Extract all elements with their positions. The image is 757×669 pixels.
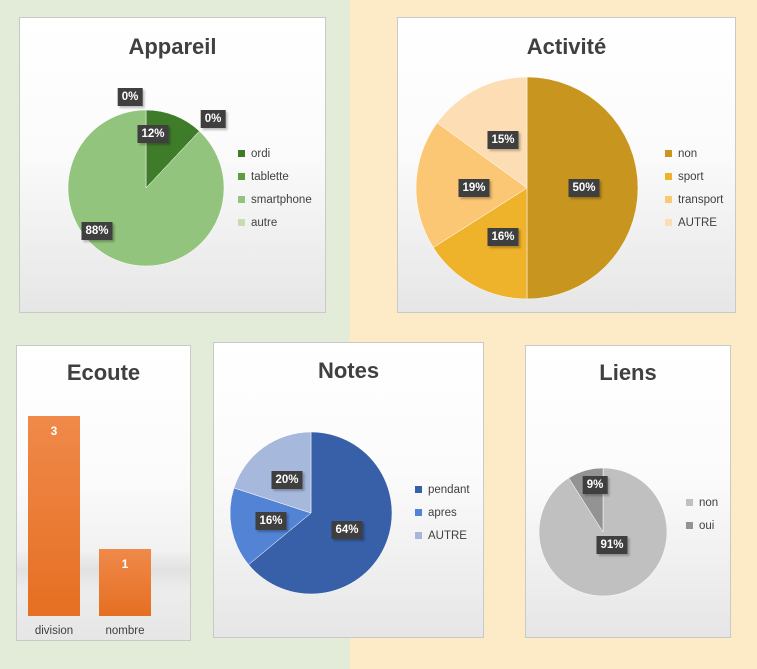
data-label-smartphone: 88% [81, 222, 113, 240]
legend-swatch [415, 532, 422, 539]
legend-item-apres: apres [415, 501, 470, 524]
legend-item-autre: AUTRE [415, 524, 470, 547]
legend-label: oui [699, 519, 715, 532]
legend-item-non: non [665, 142, 723, 165]
legend-label: tablette [251, 170, 289, 183]
bar-value-division: 3 [50, 424, 58, 438]
chart-activite: Activité non sport transport AUTRE 50% 16% 19… [397, 17, 736, 313]
legend-swatch [665, 196, 672, 203]
chart-title: Notes [317, 358, 380, 383]
data-label-tablette: 0% [117, 88, 143, 106]
chart-notes: Notes pendant apres AUTRE 64% 16% 20% [213, 342, 484, 638]
legend-item-autre: AUTRE [665, 211, 723, 234]
legend-label: transport [678, 193, 724, 206]
data-label-autre: 20% [271, 471, 303, 489]
chart-legend: pendant apres AUTRE [415, 478, 470, 547]
pie-slice-sport [432, 187, 528, 300]
bar-division [28, 416, 80, 616]
data-label-non: 50% [568, 179, 600, 197]
legend-item-sport: sport [665, 165, 723, 188]
legend-swatch [238, 173, 245, 180]
data-label-pendant: 64% [331, 521, 363, 539]
legend-item-oui: oui [686, 514, 718, 537]
legend-label: apres [428, 506, 457, 519]
legend-item-ordi: ordi [238, 142, 312, 165]
data-label-non: 91% [596, 536, 628, 554]
legend-label: autre [251, 216, 278, 229]
legend-label: sport [678, 170, 704, 183]
pie-slice-pendant [248, 431, 393, 595]
chart-ecoute: Ecoute 3 division 1 nombre [16, 345, 191, 641]
legend-label: non [678, 147, 698, 160]
chart-appareil: Appareil ordi tablette smartphone autre 12%… [19, 17, 326, 313]
legend-item-transport: transport [665, 188, 723, 211]
chart-legend: non sport transport AUTRE [665, 142, 723, 234]
data-label-apres: 16% [255, 512, 287, 530]
chart-title: Liens [599, 360, 657, 385]
chart-legend: ordi tablette smartphone autre [238, 142, 312, 234]
legend-swatch [686, 522, 693, 529]
chart-title: Ecoute [66, 360, 141, 385]
legend-swatch [665, 173, 672, 180]
legend-item-non: non [686, 491, 718, 514]
data-label-transport: 19% [458, 179, 490, 197]
legend-swatch [686, 499, 693, 506]
category-label-nombre: nombre [105, 625, 145, 637]
bar-value-nombre: 1 [121, 557, 129, 572]
legend-item-tablette: tablette [238, 165, 312, 188]
chart-title: Appareil [128, 34, 217, 59]
legend-swatch [665, 219, 672, 226]
chart-liens: Liens non oui 91% 9% [525, 345, 731, 638]
legend-label: ordi [251, 147, 271, 160]
legend-label: smartphone [251, 193, 312, 206]
legend-label: AUTRE [428, 529, 467, 542]
legend-item-pendant: pendant [415, 478, 470, 501]
pie-slice-autre [436, 76, 528, 189]
legend-label: AUTRE [678, 216, 717, 229]
legend-item-smartphone: smartphone [238, 188, 312, 211]
data-label-autre: 15% [487, 131, 519, 149]
legend-label: non [699, 496, 719, 509]
data-label-ordi: 12% [137, 125, 169, 143]
legend-label: pendant [428, 483, 470, 496]
data-label-oui: 9% [582, 476, 608, 494]
legend-swatch [238, 219, 245, 226]
legend-swatch [415, 486, 422, 493]
legend-swatch [415, 509, 422, 516]
legend-item-autre: autre [238, 211, 312, 234]
data-label-sport: 16% [487, 228, 519, 246]
chart-title: Activité [526, 34, 607, 59]
chart-legend: non oui [686, 491, 718, 537]
data-label-autre: 0% [200, 110, 226, 128]
category-label-division: division [34, 625, 74, 637]
legend-swatch [665, 150, 672, 157]
legend-swatch [238, 196, 245, 203]
bar-nombre [99, 549, 151, 616]
legend-swatch [238, 150, 245, 157]
